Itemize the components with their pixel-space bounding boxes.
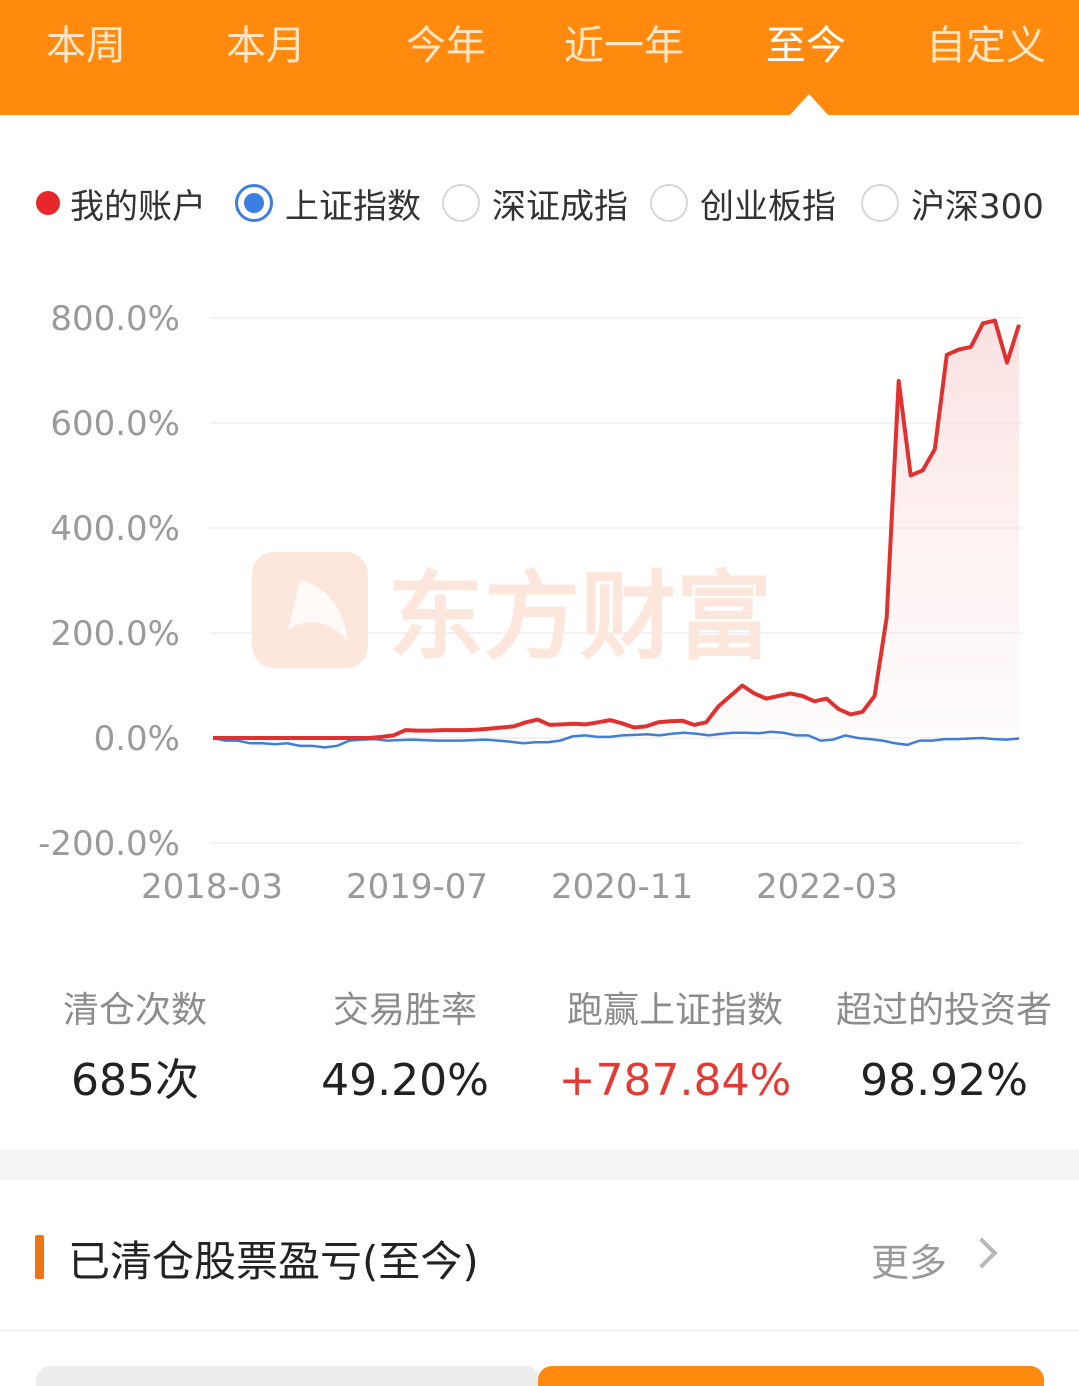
stat-beat-index: 跑赢上证指数 +787.84% [540, 985, 810, 1109]
cleared-stocks-section-header: 已清仓股票盈亏(至今) 更多 [0, 1180, 1079, 1330]
tab-past-year[interactable]: 近一年 [564, 23, 684, 69]
tab-custom[interactable]: 自定义 [926, 23, 1046, 69]
y-tick-label: 400.0% [50, 509, 180, 549]
stat-clear-count: 清仓次数 685次 [0, 985, 270, 1109]
tab-this-week[interactable]: 本周 [46, 23, 126, 69]
y-tick-label: -200.0% [38, 824, 180, 864]
return-chart-svg: 东方财富 800.0% 600.0% 400.0% 200.0% 0.0% -200.0%… [38, 299, 1022, 907]
legend-my-account: 我的账户 [36, 170, 206, 236]
watermark-leaf-icon [288, 580, 348, 640]
radio-unchecked-icon[interactable] [861, 184, 899, 222]
stat-beat-investors: 超过的投资者 98.92% [809, 985, 1079, 1109]
divider-line [0, 1330, 1079, 1331]
index-option-shenzhen[interactable]: 深证成指 [442, 170, 628, 236]
tab-this-year[interactable]: 今年 [406, 23, 486, 69]
return-chart: 东方财富 800.0% 600.0% 400.0% 200.0% 0.0% -200.0%… [0, 260, 1079, 940]
stat-label: 超过的投资者 [835, 990, 1052, 1031]
index-option-label[interactable]: 创业板指 [700, 186, 836, 227]
watermark-text: 东方财富 [388, 561, 772, 673]
section-title: 已清仓股票盈亏(至今) [68, 1237, 479, 1286]
account-dot-icon [36, 191, 60, 215]
stat-value: 98.92% [860, 1055, 1028, 1106]
index-option-label[interactable]: 上证指数 [285, 186, 421, 227]
x-tick-label: 2020-11 [551, 867, 693, 907]
segment-left[interactable] [36, 1366, 540, 1386]
stat-label: 清仓次数 [62, 990, 207, 1031]
stat-label: 交易胜率 [332, 990, 477, 1031]
index-option-chinext[interactable]: 创业板指 [650, 170, 836, 236]
tab-this-month[interactable]: 本月 [226, 23, 306, 69]
stat-value: 49.20% [321, 1055, 489, 1106]
chart-legend: 我的账户 上证指数 深证成指 创业板指 沪深300 [0, 170, 1079, 236]
more-link[interactable]: 更多 [870, 1241, 947, 1285]
stat-label: 跑赢上证指数 [566, 990, 783, 1031]
y-tick-label: 800.0% [50, 299, 180, 339]
stat-win-rate: 交易胜率 49.20% [270, 985, 540, 1109]
period-tab-bar: 本周 本月 今年 近一年 至今 自定义 [0, 0, 1079, 116]
radio-unchecked-icon[interactable] [442, 184, 480, 222]
index-option-csi300[interactable]: 沪深300 [861, 170, 1044, 236]
x-tick-label: 2022-03 [756, 867, 898, 907]
legend-account-label: 我的账户 [70, 186, 206, 227]
chevron-right-icon[interactable] [966, 1237, 998, 1269]
y-tick-label: 600.0% [50, 404, 180, 444]
y-tick-label: 0.0% [94, 719, 180, 759]
x-tick-label: 2019-07 [346, 867, 488, 907]
series-line-account [213, 318, 1021, 740]
stat-value: +787.84% [558, 1055, 792, 1106]
radio-unchecked-icon[interactable] [650, 184, 688, 222]
watermark-logo: 东方财富 [252, 552, 772, 673]
stat-value: 685次 [71, 1055, 199, 1106]
index-option-shanghai[interactable]: 上证指数 [235, 170, 421, 236]
section-accent-bar [35, 1235, 44, 1279]
active-tab-indicator [789, 94, 829, 116]
section-divider [0, 1150, 1079, 1180]
radio-checked-icon[interactable] [235, 184, 273, 222]
account-area-fill [213, 320, 1019, 738]
x-tick-label: 2018-03 [141, 867, 283, 907]
index-option-label[interactable]: 沪深300 [911, 186, 1044, 227]
y-tick-label: 200.0% [50, 614, 180, 654]
series-line-index [212, 730, 1020, 749]
index-option-label[interactable]: 深证成指 [492, 186, 628, 227]
segment-right[interactable] [538, 1366, 1044, 1386]
tab-to-date[interactable]: 至今 [766, 23, 846, 69]
